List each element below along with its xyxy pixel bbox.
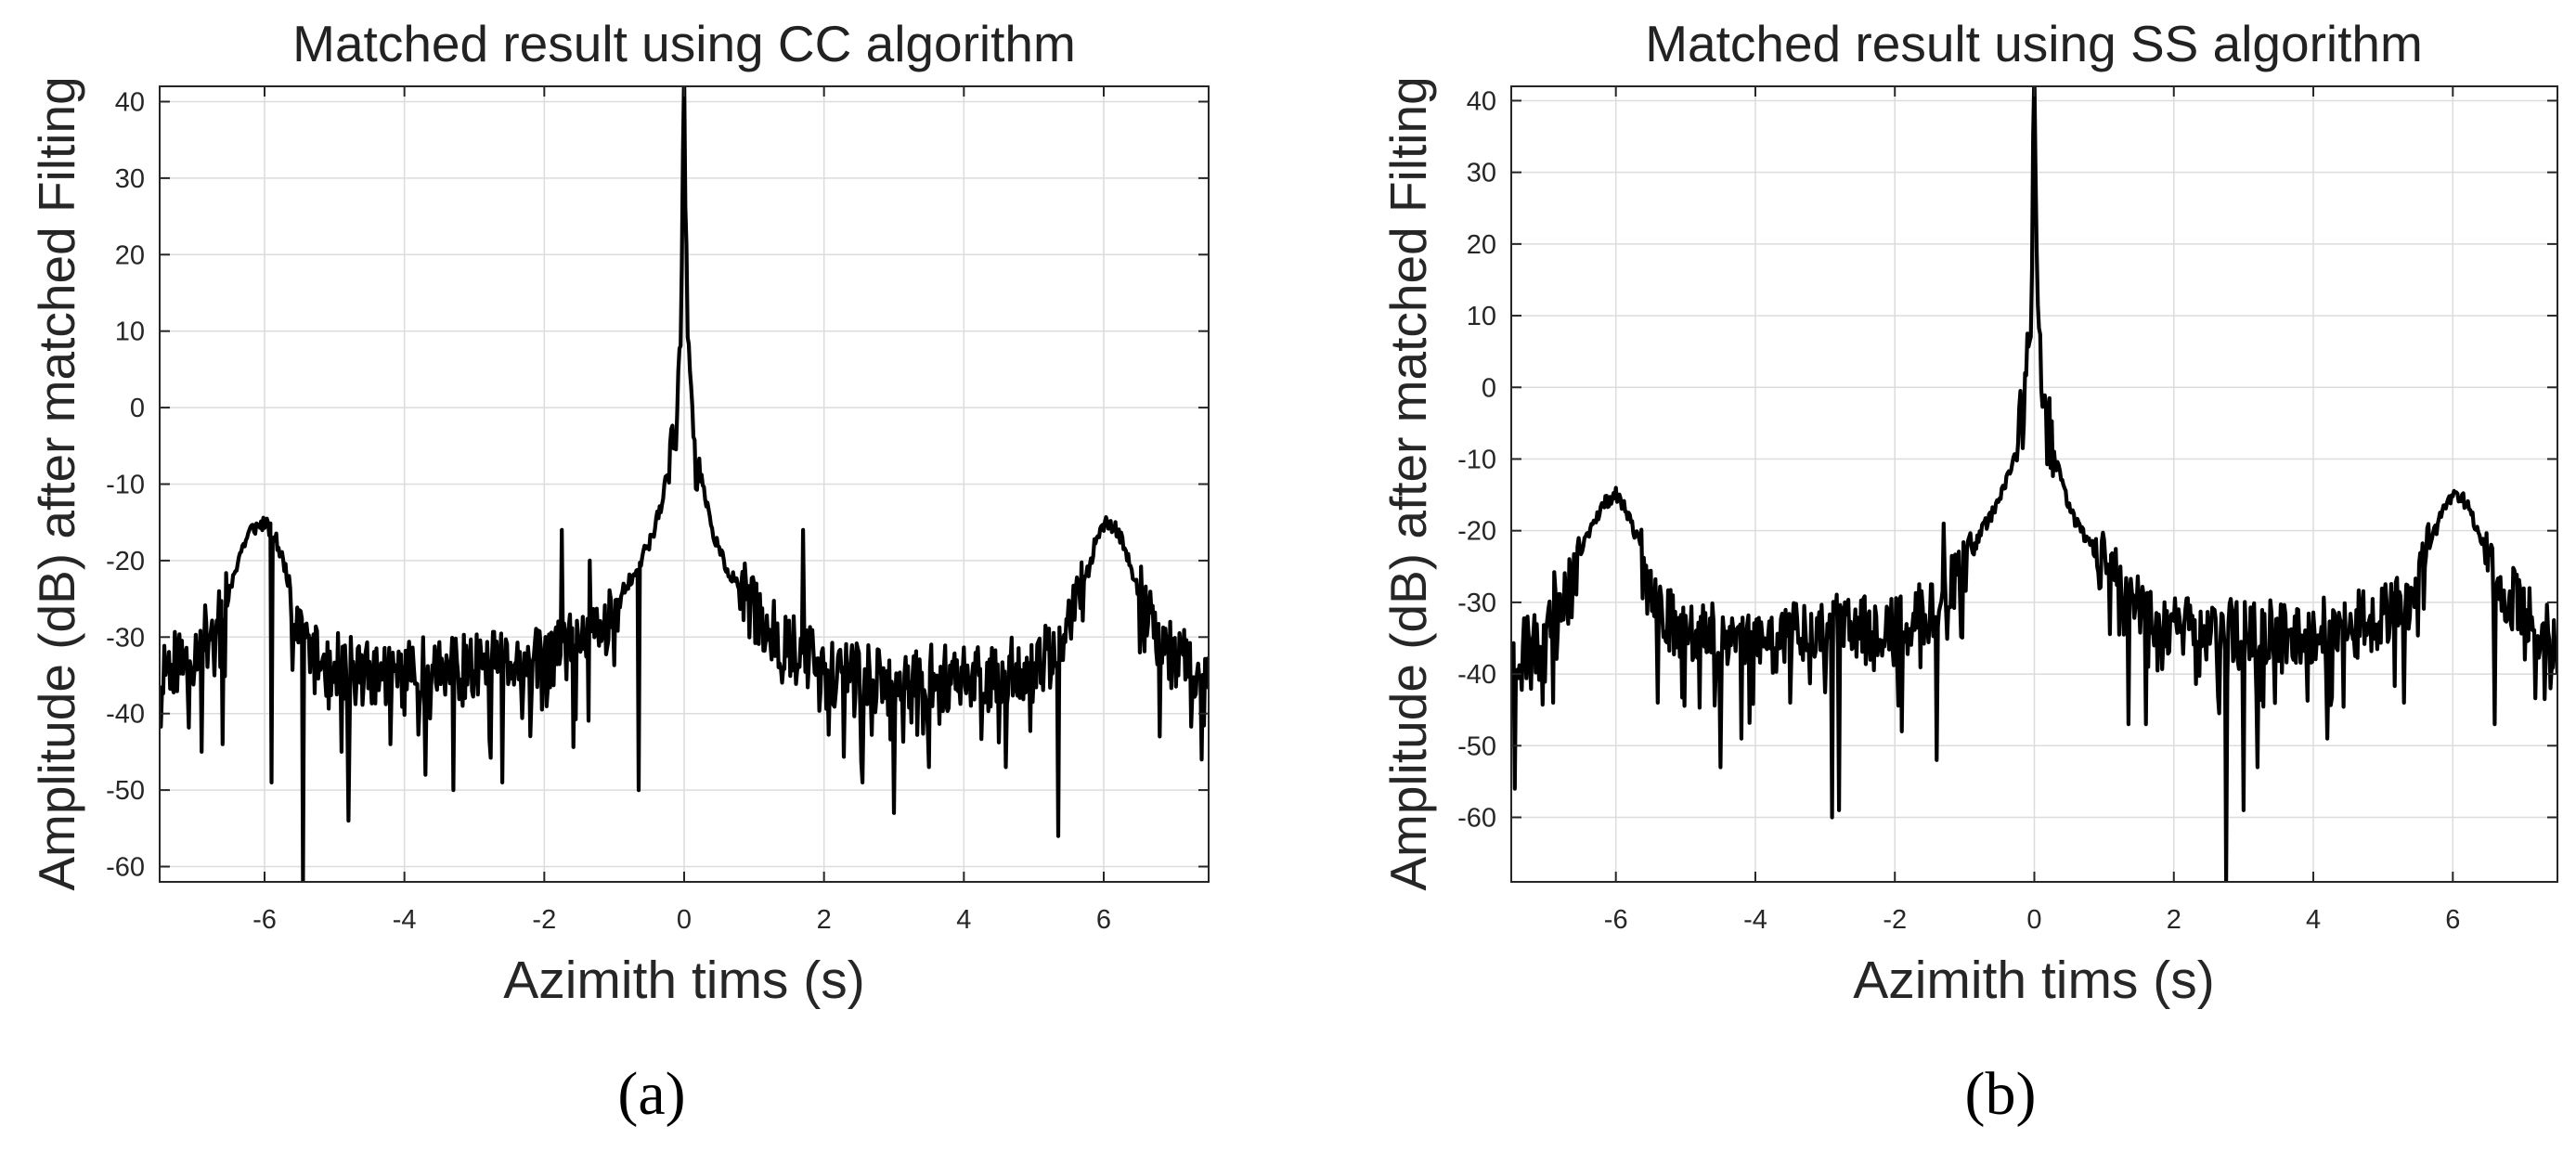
y-tick-label: -40 <box>106 700 145 730</box>
y-tick-label: -20 <box>1457 517 1496 547</box>
y-axis-label: Amplitude (dB) after matched Filting <box>1379 76 1437 890</box>
y-tick-label: 30 <box>1467 159 1496 188</box>
grid-lines <box>160 86 1209 882</box>
x-tick-label: 6 <box>2445 905 2460 935</box>
x-axis-label: Azimith tims (s) <box>503 951 864 1010</box>
x-tick-label: 4 <box>956 905 971 935</box>
series-line <box>1511 86 2557 882</box>
x-tick-label: -4 <box>1743 905 1767 935</box>
x-tick-label: -2 <box>532 905 556 935</box>
y-tick-label: -50 <box>1457 731 1496 761</box>
y-tick-label: 10 <box>115 317 145 347</box>
y-tick-label: -30 <box>106 623 145 653</box>
y-tick-label: 0 <box>130 394 145 423</box>
y-tick-label: 30 <box>115 164 145 194</box>
data-layer <box>1511 86 2557 882</box>
panel-b: Matched result using SS algorithm -6 -4 -2… <box>1379 15 2558 1128</box>
x-tick-label: 0 <box>2026 905 2041 935</box>
y-tick-label: 40 <box>115 87 145 117</box>
panel-a: Matched result using CC algorithm -6 -4 -2… <box>28 15 1210 1128</box>
series-line <box>160 86 1209 882</box>
y-tick-label: -10 <box>106 471 145 500</box>
chart-title: Matched result using CC algorithm <box>292 15 1076 72</box>
y-tick-label: -30 <box>1457 589 1496 618</box>
x-tick-label: -6 <box>1604 905 1628 935</box>
y-tick-label: -60 <box>106 853 145 883</box>
y-tick-label: 20 <box>1467 230 1496 260</box>
y-tick-label: 20 <box>115 240 145 270</box>
panel-label: (a) <box>617 1060 685 1128</box>
x-tick-label: 2 <box>817 905 832 935</box>
x-tick-label: 4 <box>2306 905 2321 935</box>
x-tick-label: 0 <box>677 905 692 935</box>
y-tick-label: 10 <box>1467 302 1496 331</box>
x-tick-label: 2 <box>2167 905 2181 935</box>
x-tick-label: 6 <box>1096 905 1111 935</box>
y-tick-label: -60 <box>1457 804 1496 834</box>
grid-lines <box>1511 86 2557 882</box>
y-tick-label: -40 <box>1457 660 1496 690</box>
x-tick-label: -2 <box>1883 905 1907 935</box>
panel-label: (b) <box>1965 1060 2037 1128</box>
x-tick-label: -6 <box>252 905 277 935</box>
y-axis-label: Amplitude (dB) after matched Filting <box>28 76 85 890</box>
chart-title: Matched result using SS algorithm <box>1645 15 2423 72</box>
y-tick-label: -50 <box>106 776 145 806</box>
x-tick-label: -4 <box>393 905 417 935</box>
y-tick-label: -10 <box>1457 445 1496 474</box>
y-tick-label: 40 <box>1467 86 1496 116</box>
data-layer <box>160 86 1209 882</box>
y-tick-label: -20 <box>106 547 145 576</box>
x-axis-label: Azimith tims (s) <box>1853 951 2214 1010</box>
y-tick-label: 0 <box>1482 373 1496 403</box>
